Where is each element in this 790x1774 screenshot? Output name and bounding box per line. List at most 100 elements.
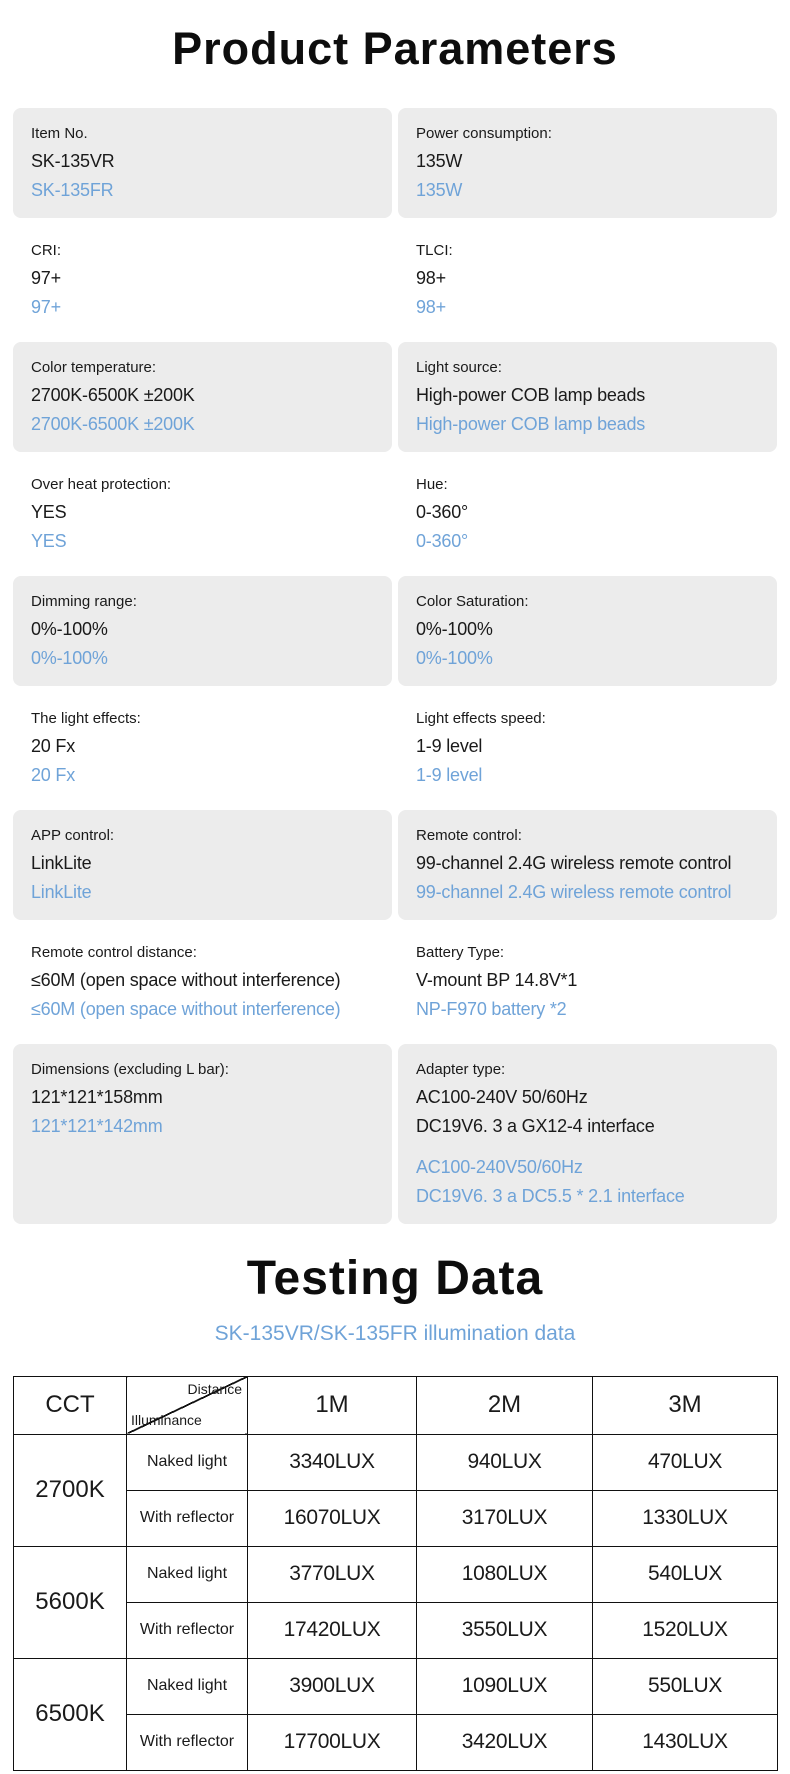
diagonal-label-illuminance: Illuminance bbox=[131, 1411, 202, 1428]
spec-value-primary: DC19V6. 3 a GX12-4 interface bbox=[416, 1116, 655, 1136]
spec-label: Remote control distance: bbox=[31, 944, 197, 961]
table-row: With reflector 16070LUX 3170LUX 1330LUX bbox=[14, 1489, 778, 1547]
spec-value-primary: 121*121*158mm bbox=[31, 1087, 163, 1107]
spec-value-secondary: YES bbox=[31, 531, 67, 551]
spec-value-secondary: 98+ bbox=[416, 297, 446, 317]
spec-dimensions: Dimensions (excluding L bar): 121*121*15… bbox=[13, 1044, 392, 1224]
spec-power-consumption: Power consumption: 135W 135W bbox=[398, 108, 777, 218]
spec-value-primary: 99-channel 2.4G wireless remote control bbox=[416, 853, 732, 873]
header-1m: 1M bbox=[247, 1375, 417, 1435]
illumination-table: CCT Distance Illuminance 1M 2M 3M 2700K … bbox=[13, 1375, 778, 1771]
spec-row-8: Remote control distance: ≤60M (open spac… bbox=[13, 927, 777, 1037]
spec-value-secondary: 20 Fx bbox=[31, 765, 76, 785]
table-row: 2700K Naked light 3340LUX 940LUX 470LUX bbox=[13, 1433, 778, 1547]
condition-naked-light: Naked light bbox=[126, 1433, 248, 1491]
table-row: 5600K Naked light 3770LUX 1080LUX 540LUX bbox=[13, 1545, 778, 1659]
spec-item-no: Item No. SK-135VR SK-135FR bbox=[13, 108, 392, 218]
spec-value-primary: High-power COB lamp beads bbox=[416, 385, 646, 405]
spec-row-4: Over heat protection: YES YES Hue: 0-360… bbox=[13, 459, 777, 569]
spec-label: TLCI: bbox=[416, 242, 453, 259]
spec-value-primary: YES bbox=[31, 502, 67, 522]
spec-value-secondary: NP-F970 battery *2 bbox=[416, 999, 567, 1019]
table-row: 6500K Naked light 3900LUX 1090LUX 550LUX bbox=[13, 1657, 778, 1771]
lux-value: 3900LUX bbox=[247, 1657, 417, 1715]
spec-app-control: APP control: LinkLite LinkLite bbox=[13, 810, 392, 920]
spec-value-secondary: High-power COB lamp beads bbox=[416, 414, 646, 434]
spec-label: APP control: bbox=[31, 827, 115, 844]
cct-5600k: 5600K bbox=[13, 1545, 127, 1659]
spec-label: Light effects speed: bbox=[416, 710, 546, 727]
spec-label: Hue: bbox=[416, 476, 448, 493]
spec-label: Adapter type: bbox=[416, 1061, 506, 1078]
lux-value: 16070LUX bbox=[247, 1489, 417, 1547]
testing-data-title: Testing Data bbox=[246, 1252, 544, 1305]
condition-naked-light: Naked light bbox=[126, 1545, 248, 1603]
spec-remote-control: Remote control: 99-channel 2.4G wireless… bbox=[398, 810, 777, 920]
lux-value: 470LUX bbox=[592, 1433, 778, 1491]
spec-label: Over heat protection: bbox=[31, 476, 172, 493]
lux-value: 1330LUX bbox=[592, 1489, 778, 1547]
header-2m: 2M bbox=[416, 1375, 593, 1435]
spec-row-5: Dimming range: 0%-100% 0%-100% Color Sat… bbox=[13, 576, 777, 686]
cct-6500k: 6500K bbox=[13, 1657, 127, 1771]
spec-label: Color temperature: bbox=[31, 359, 157, 376]
lux-value: 550LUX bbox=[592, 1657, 778, 1715]
spec-value-secondary: 99-channel 2.4G wireless remote control bbox=[416, 882, 732, 902]
spec-grid: Item No. SK-135VR SK-135FR Power consump… bbox=[13, 108, 777, 1224]
spec-label: Item No. bbox=[31, 125, 88, 142]
spec-row-7: APP control: LinkLite LinkLite Remote co… bbox=[13, 810, 777, 920]
spec-light-effects-speed: Light effects speed: 1-9 level 1-9 level bbox=[398, 693, 777, 803]
lux-value: 3420LUX bbox=[416, 1713, 593, 1771]
condition-with-reflector: With reflector bbox=[126, 1489, 248, 1547]
spec-tlci: TLCI: 98+ 98+ bbox=[398, 225, 777, 335]
spec-hue: Hue: 0-360° 0-360° bbox=[398, 459, 777, 569]
cct-2700k: 2700K bbox=[13, 1433, 127, 1547]
lux-value: 1430LUX bbox=[592, 1713, 778, 1771]
spec-value-secondary: ≤60M (open space without interference) bbox=[31, 999, 341, 1019]
lux-value: 3340LUX bbox=[247, 1433, 417, 1491]
spec-value-primary: AC100-240V 50/60Hz bbox=[416, 1087, 588, 1107]
lux-value: 3550LUX bbox=[416, 1601, 593, 1659]
condition-with-reflector: With reflector bbox=[126, 1601, 248, 1659]
spec-row-2: CRI: 97+ 97+ TLCI: 98+ 98+ bbox=[13, 225, 777, 335]
condition-naked-light: Naked light bbox=[126, 1657, 248, 1715]
spec-battery-type: Battery Type: V-mount BP 14.8V*1 NP-F970… bbox=[398, 927, 777, 1037]
spec-label: Dimensions (excluding L bar): bbox=[31, 1061, 229, 1078]
lux-value: 3770LUX bbox=[247, 1545, 417, 1603]
spec-label: Battery Type: bbox=[416, 944, 505, 961]
spec-value-primary: 0%-100% bbox=[31, 619, 108, 639]
spec-adapter-type: Adapter type: AC100-240V 50/60Hz DC19V6.… bbox=[398, 1044, 777, 1224]
spec-label: Light source: bbox=[416, 359, 502, 376]
spec-value-primary: 20 Fx bbox=[31, 736, 76, 756]
header-distance-illuminance: Distance Illuminance bbox=[126, 1375, 248, 1435]
spec-label: Power consumption: bbox=[416, 125, 552, 142]
illumination-data-subtitle: SK-135VR/SK-135FR illumination data bbox=[214, 1321, 576, 1345]
spec-value-primary: 97+ bbox=[31, 268, 61, 288]
page-title: Product Parameters bbox=[172, 23, 618, 74]
lux-value: 540LUX bbox=[592, 1545, 778, 1603]
spec-value-secondary: 0%-100% bbox=[31, 648, 108, 668]
spec-value-primary: V-mount BP 14.8V*1 bbox=[416, 970, 578, 990]
spec-row-9: Dimensions (excluding L bar): 121*121*15… bbox=[13, 1044, 777, 1224]
header-cct: CCT bbox=[13, 1375, 127, 1435]
spec-value-primary: 2700K-6500K ±200K bbox=[31, 385, 195, 405]
spec-value-primary: ≤60M (open space without interference) bbox=[31, 970, 341, 990]
spec-row-6: The light effects: 20 Fx 20 Fx Light eff… bbox=[13, 693, 777, 803]
spec-label: Dimming range: bbox=[31, 593, 137, 610]
spec-value-secondary: SK-135FR bbox=[31, 180, 114, 200]
spec-color-temperature: Color temperature: 2700K-6500K ±200K 270… bbox=[13, 342, 392, 452]
spec-value-primary: 98+ bbox=[416, 268, 446, 288]
lux-value: 1520LUX bbox=[592, 1601, 778, 1659]
lux-value: 940LUX bbox=[416, 1433, 593, 1491]
spec-cri: CRI: 97+ 97+ bbox=[13, 225, 392, 335]
lux-value: 1080LUX bbox=[416, 1545, 593, 1603]
spec-over-heat-protection: Over heat protection: YES YES bbox=[13, 459, 392, 569]
spec-row-3: Color temperature: 2700K-6500K ±200K 270… bbox=[13, 342, 777, 452]
spec-value-primary: 0-360° bbox=[416, 502, 469, 522]
spec-label: Remote control: bbox=[416, 827, 522, 844]
spec-value-secondary: AC100-240V50/60Hz bbox=[416, 1157, 583, 1177]
spec-value-secondary: 0%-100% bbox=[416, 648, 493, 668]
spec-value-secondary: 2700K-6500K ±200K bbox=[31, 414, 195, 434]
spec-label: Color Saturation: bbox=[416, 593, 529, 610]
